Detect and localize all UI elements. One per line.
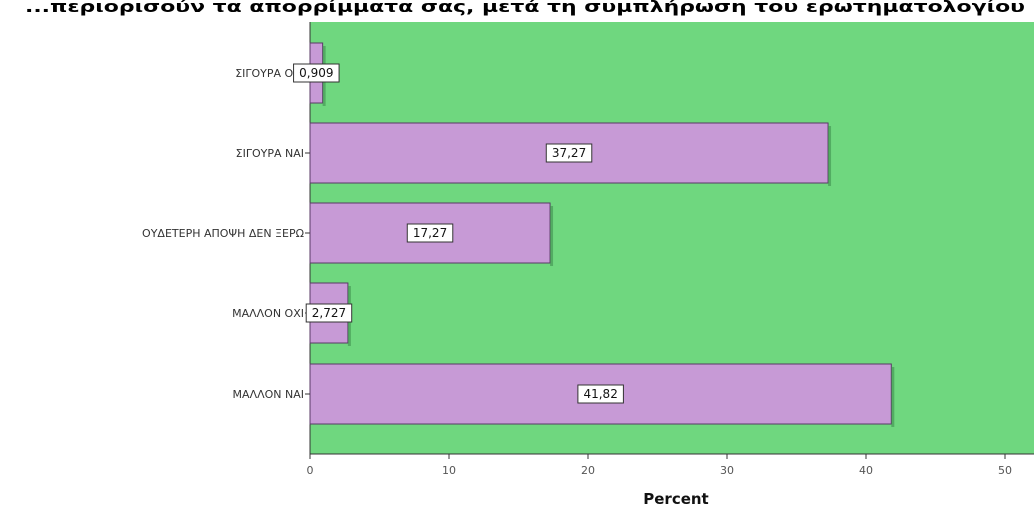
bar-shadow (828, 126, 832, 186)
x-tick-label: 30 (720, 464, 734, 477)
category-label: ΣΙΓΟΥΡΑ ΝΑΙ (236, 147, 304, 160)
x-tick-label: 20 (581, 464, 595, 477)
data-label-box (577, 384, 624, 404)
category-label: ΜΑΛΛΟΝ ΟΧΙ (232, 307, 304, 320)
x-tick-label: 0 (307, 464, 314, 477)
data-label: 17,27 (413, 226, 447, 240)
x-axis-title: Percent (643, 490, 708, 508)
x-tick-label: 10 (442, 464, 456, 477)
data-label: 37,27 (552, 146, 586, 160)
data-label-box (406, 223, 454, 243)
category-label: ΣΙΓΟΥΡΑ ΟΧΙ (235, 67, 304, 80)
x-tick-label: 50 (998, 464, 1012, 477)
category-label: ΜΑΛΛΟΝ ΝΑΙ (233, 388, 304, 401)
data-label: 2,727 (312, 306, 346, 320)
x-tick-label: 40 (859, 464, 873, 477)
bar-shadow (891, 367, 895, 427)
data-label: 41,82 (583, 387, 617, 401)
category-label: ΟΥΔΕΤΕΡΗ ΑΠΟΨΗ ΔΕΝ ΞΕΡΩ (142, 227, 304, 240)
data-label-box (545, 143, 593, 163)
x-ticks-group: 0 10 20 30 40 50 (307, 454, 1012, 477)
chart-title: ...περιορισούν τα απορρίμματα σας, μετά … (25, 0, 1025, 16)
data-label: 0,909 (299, 66, 333, 80)
data-label-box (293, 63, 340, 83)
data-label-box (305, 303, 353, 323)
bar-shadow (550, 206, 554, 266)
